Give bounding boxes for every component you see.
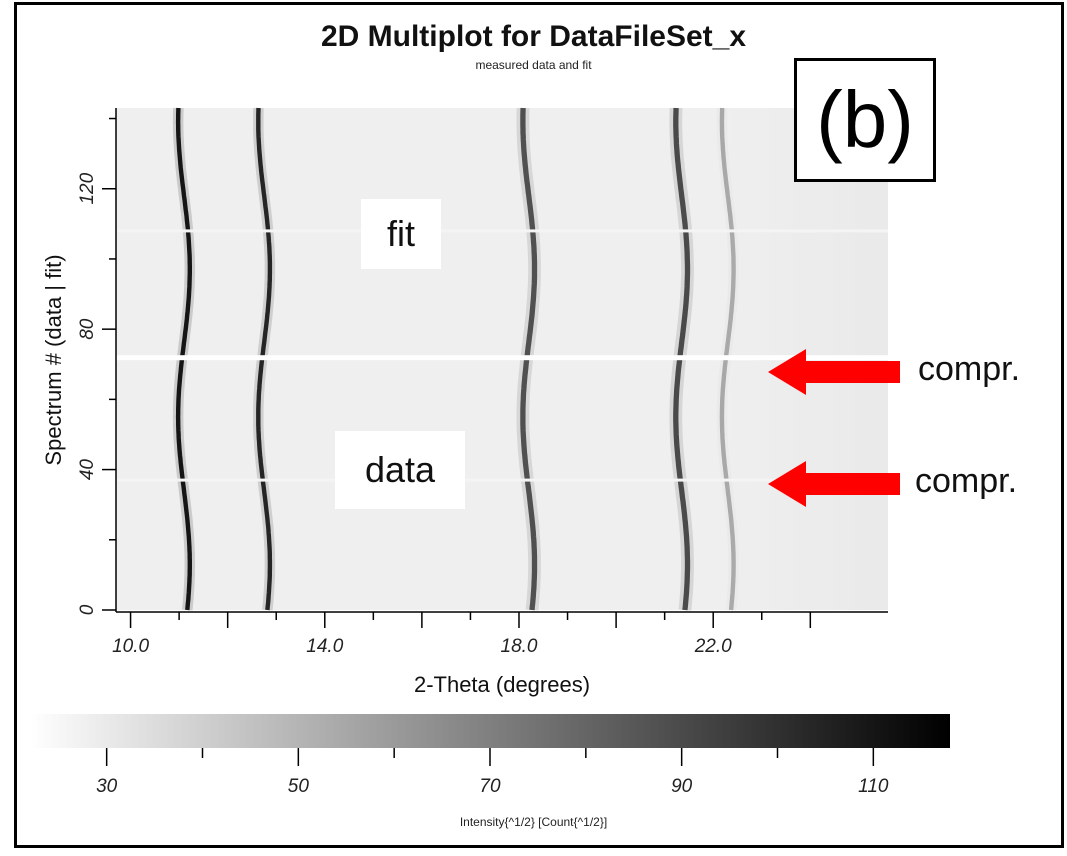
y-tick-label-1: 40 <box>77 459 98 481</box>
y-tick-label-0: 0 <box>77 604 98 615</box>
panel-label: (b) <box>794 58 936 182</box>
x-tick-label-2: 18.0 <box>501 636 538 657</box>
compression-gap <box>116 478 888 482</box>
data-fit-divider <box>116 355 888 361</box>
chart-subtitle: measured data and fit <box>475 58 592 72</box>
fit-spectrum-gap <box>116 229 888 233</box>
x-tick-label-3: 22.0 <box>694 636 732 657</box>
colorbar-tick-label-0: 30 <box>96 776 118 797</box>
compr-annotation-lower: compr. <box>915 462 1018 500</box>
colorbar-tick-label-2: 70 <box>479 776 501 797</box>
colorbar-title: Intensity{^1/2} [Count{^1/2}] <box>459 815 608 829</box>
compr-annotation-upper: compr. <box>918 350 1021 388</box>
chart-title: 2D Multiplot for DataFileSet_x <box>320 20 747 53</box>
x-tick-label-1: 14.0 <box>306 636 343 657</box>
axes: 10.0 14.0 18.0 22.0 0 40 80 120 2-Theta (degre… <box>41 108 888 697</box>
y-axis-title: Spectrum # (data | fit) <box>41 254 66 465</box>
heatmap-plot-area <box>116 107 888 611</box>
colorbar-tick-label-4: 110 <box>858 776 889 797</box>
compr-arrow-2 <box>768 461 900 507</box>
y-tick-label-2: 80 <box>77 318 98 340</box>
data-region-label: data <box>335 431 465 509</box>
fit-region-label: fit <box>361 199 441 269</box>
compr-arrows <box>768 349 900 507</box>
x-axis-title: 2-Theta (degrees) <box>414 672 590 697</box>
colorbar-gradient <box>30 714 950 748</box>
colorbar: 30 50 70 90 110 <box>30 714 950 797</box>
x-tick-label-0: 10.0 <box>112 636 149 657</box>
spectrum-dividers <box>116 229 888 482</box>
y-tick-label-3: 120 <box>77 172 98 204</box>
y-ticks: 0 40 80 120 <box>77 117 116 615</box>
x-ticks: 10.0 14.0 18.0 22.0 <box>112 612 812 657</box>
colorbar-ticks: 30 50 70 90 110 <box>96 748 889 797</box>
compr-arrow-1 <box>768 349 900 395</box>
colorbar-tick-label-1: 50 <box>288 776 310 797</box>
colorbar-tick-label-3: 90 <box>671 776 693 797</box>
